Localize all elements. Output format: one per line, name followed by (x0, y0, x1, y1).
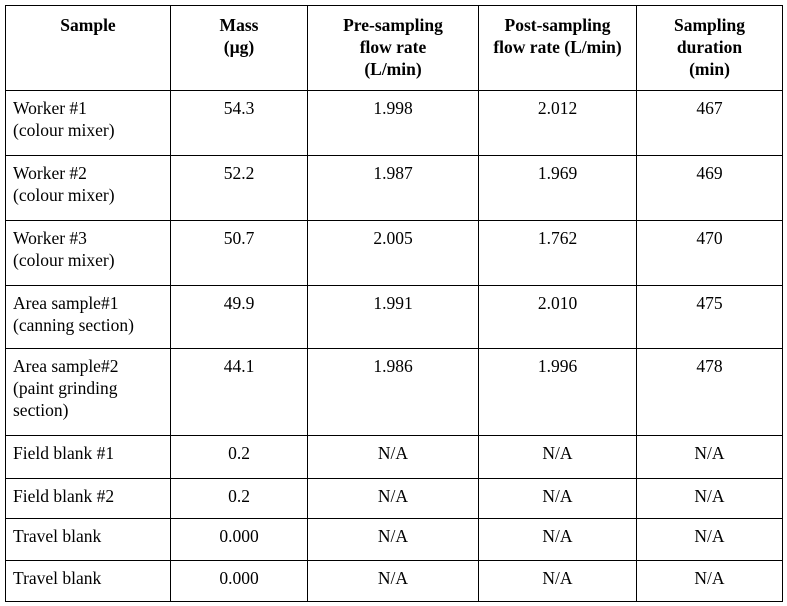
table-row: Field blank #2 0.2 N/A N/A N/A (5, 478, 783, 519)
table-row: Area sample#2 (paint grinding section) 44.1… (5, 348, 783, 436)
header-cell: Mass (µg) (170, 5, 308, 91)
value-cell: N/A (307, 518, 479, 561)
value-cell: 1.986 (307, 348, 479, 436)
value-cell: 50.7 (170, 220, 308, 286)
header-cell: Sample (5, 5, 171, 91)
sample-cell: Area sample#2 (paint grinding section) (5, 348, 171, 436)
value-cell: 470 (636, 220, 783, 286)
value-cell: 1.762 (478, 220, 637, 286)
header-cell: Sampling duration (min) (636, 5, 783, 91)
value-cell: N/A (478, 518, 637, 561)
cell-line: (colour mixer) (13, 250, 115, 270)
table-row: Travel blank 0.000 N/A N/A N/A (5, 518, 783, 561)
cell-line: (colour mixer) (13, 120, 115, 140)
value-cell: 1.998 (307, 90, 479, 156)
header-cell: Post-sampling flow rate (L/min) (478, 5, 637, 91)
value-cell: 2.005 (307, 220, 479, 286)
cell-line: flow rate (359, 37, 427, 57)
value-cell: N/A (636, 518, 783, 561)
value-cell: 0.000 (170, 560, 308, 602)
value-cell: N/A (478, 435, 637, 479)
value-cell: 478 (636, 348, 783, 436)
sample-cell: Field blank #1 (5, 435, 171, 479)
value-cell: 52.2 (170, 155, 308, 221)
cell-line: duration (676, 37, 743, 57)
value-cell: 44.1 (170, 348, 308, 436)
value-cell: N/A (636, 435, 783, 479)
cell-line: section) (13, 400, 69, 420)
value-cell: 1.996 (478, 348, 637, 436)
table-row: Field blank #1 0.2 N/A N/A N/A (5, 435, 783, 479)
cell-line: Field blank #1 (13, 443, 115, 463)
cell-line: Worker #1 (13, 98, 87, 118)
cell-line: flow rate (L/min) (493, 37, 622, 57)
sample-cell: Travel blank (5, 518, 171, 561)
value-cell: 1.969 (478, 155, 637, 221)
cell-line: (paint grinding (13, 378, 118, 398)
value-cell: 1.987 (307, 155, 479, 221)
value-cell: N/A (307, 560, 479, 602)
cell-line: Pre-sampling (343, 15, 443, 35)
cell-line: Travel blank (13, 526, 102, 546)
cell-line: Sample (60, 15, 116, 35)
cell-line: Sampling (674, 15, 745, 35)
cell-line: (canning section) (13, 315, 134, 335)
header-cell: Pre-sampling flow rate (L/min) (307, 5, 479, 91)
value-cell: N/A (636, 560, 783, 602)
cell-line: (µg) (223, 37, 255, 57)
cell-line: Worker #2 (13, 163, 87, 183)
sample-cell: Worker #3 (colour mixer) (5, 220, 171, 286)
cell-line: (min) (689, 59, 730, 79)
value-cell: N/A (307, 435, 479, 479)
cell-line: Travel blank (13, 568, 102, 588)
sample-cell: Worker #1 (colour mixer) (5, 90, 171, 156)
value-cell: 0.000 (170, 518, 308, 561)
value-cell: 2.012 (478, 90, 637, 156)
cell-line: Field blank #2 (13, 486, 115, 506)
value-cell: 0.2 (170, 435, 308, 479)
value-cell: 54.3 (170, 90, 308, 156)
value-cell: 1.991 (307, 285, 479, 349)
sample-cell: Area sample#1 (canning section) (5, 285, 171, 349)
value-cell: 469 (636, 155, 783, 221)
cell-line: Area sample#1 (13, 293, 119, 313)
header-row: Sample Mass (µg) Pre-sampling flow rate (L/mi… (5, 5, 783, 91)
value-cell: N/A (478, 560, 637, 602)
sample-cell: Travel blank (5, 560, 171, 602)
table-row: Area sample#1 (canning section) 49.9 1.991 2… (5, 285, 783, 349)
cell-line: (colour mixer) (13, 185, 115, 205)
cell-line: Mass (219, 15, 259, 35)
value-cell: N/A (478, 478, 637, 519)
data-table: Sample Mass (µg) Pre-sampling flow rate (L/mi… (5, 5, 783, 602)
value-cell: N/A (307, 478, 479, 519)
value-cell: 0.2 (170, 478, 308, 519)
sample-cell: Field blank #2 (5, 478, 171, 519)
table-row: Worker #1 (colour mixer) 54.3 1.998 2.012 467 (5, 90, 783, 156)
sample-cell: Worker #2 (colour mixer) (5, 155, 171, 221)
value-cell: 475 (636, 285, 783, 349)
table-row: Worker #3 (colour mixer) 50.7 2.005 1.762 470 (5, 220, 783, 286)
value-cell: 2.010 (478, 285, 637, 349)
cell-line: (L/min) (364, 59, 422, 79)
cell-line: Area sample#2 (13, 356, 119, 376)
value-cell: 467 (636, 90, 783, 156)
table-row: Travel blank 0.000 N/A N/A N/A (5, 560, 783, 602)
value-cell: N/A (636, 478, 783, 519)
cell-line: Post-sampling (504, 15, 611, 35)
table-row: Worker #2 (colour mixer) 52.2 1.987 1.969 469 (5, 155, 783, 221)
value-cell: 49.9 (170, 285, 308, 349)
cell-line: Worker #3 (13, 228, 87, 248)
